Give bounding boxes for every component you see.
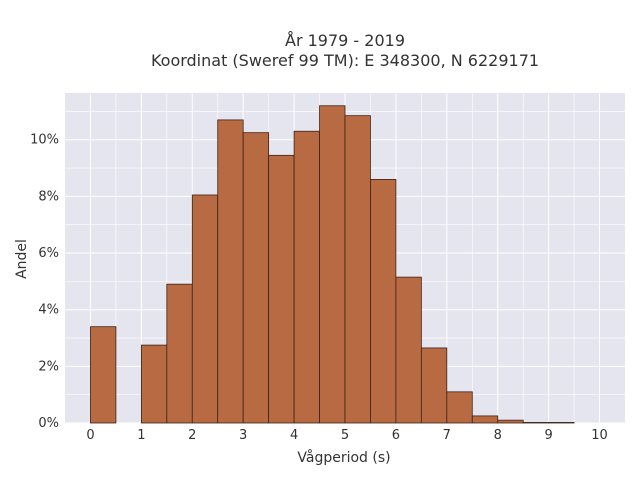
x-tick-label: 0 — [86, 428, 94, 443]
y-tick-label: 0% — [38, 416, 59, 431]
y-tick-label: 2% — [38, 359, 59, 374]
histogram-bar — [191, 194, 219, 424]
histogram-bar — [522, 422, 550, 424]
histogram-bar — [242, 132, 270, 424]
y-tick-label: 10% — [30, 133, 59, 148]
y-tick-label: 6% — [38, 246, 59, 261]
histogram-bar — [319, 105, 346, 424]
x-axis-label: Vågperiod (s) — [297, 449, 390, 466]
x-tick-label: 2 — [188, 428, 196, 443]
x-tick-label: 8 — [494, 428, 502, 443]
y-tick-label: 8% — [38, 189, 59, 204]
x-tick-label: 6 — [392, 428, 400, 443]
histogram-bar — [140, 344, 168, 424]
x-tick-label: 10 — [591, 428, 608, 443]
x-tick-label: 4 — [290, 428, 298, 443]
histogram-bar — [268, 154, 295, 424]
x-tick-label: 3 — [239, 428, 247, 443]
chart-title-line1: År 1979 - 2019 — [285, 31, 405, 50]
x-tick-label: 9 — [544, 428, 552, 443]
chart-title-line2: Koordinat (Sweref 99 TM): E 348300, N 62… — [151, 51, 539, 70]
histogram-bar — [548, 422, 575, 424]
histogram-bar — [471, 415, 499, 424]
y-axis-label: Andel — [14, 239, 30, 279]
histogram-bar — [395, 276, 422, 424]
histogram-bar — [166, 283, 193, 424]
histogram-bar — [370, 178, 397, 424]
y-axis-ticks: 0% 2% 4% 6% 8% 10% — [30, 133, 59, 431]
histogram-bar — [90, 326, 117, 424]
histogram-bar — [497, 419, 524, 424]
histogram-bar — [446, 391, 473, 424]
y-tick-label: 4% — [38, 303, 59, 318]
histogram-bar — [344, 115, 371, 424]
bars — [90, 105, 575, 424]
x-tick-label: 7 — [443, 428, 451, 443]
x-axis-ticks: 0 1 2 3 4 5 6 7 8 9 10 — [86, 428, 608, 443]
histogram-bar — [293, 130, 320, 424]
x-tick-label: 1 — [137, 428, 145, 443]
x-tick-label: 5 — [341, 428, 349, 443]
histogram-bar — [217, 119, 244, 424]
histogram-bar — [420, 347, 448, 424]
